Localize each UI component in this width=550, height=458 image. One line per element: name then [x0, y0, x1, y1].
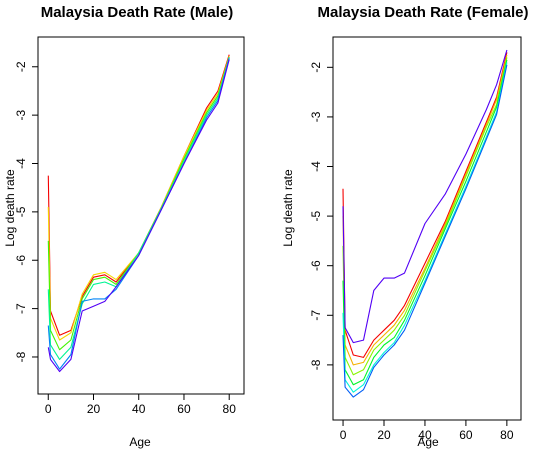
male-death-rate-panel: Malaysia Death Rate (Male) 0 20 40 60 80 -2 -3 -…	[3, 4, 245, 449]
y-tick-label: -7	[309, 310, 323, 321]
series-line	[47, 55, 230, 341]
chart-title: Malaysia Death Rate (Female)	[318, 4, 529, 21]
x-tick-label: 80	[500, 428, 514, 442]
x-tick-label: 60	[459, 428, 473, 442]
series-line	[342, 54, 508, 366]
y-tick-label: -6	[14, 255, 28, 266]
y-axis-label: Log death rate	[3, 169, 17, 247]
y-tick-label: -5	[309, 210, 323, 221]
x-tick-label: 80	[223, 402, 237, 416]
series-line	[342, 49, 508, 344]
x-tick-label: 20	[87, 402, 101, 416]
x-axis-label: Age	[417, 435, 439, 449]
series-line	[47, 59, 230, 373]
series-line	[47, 56, 230, 351]
y-tick-label: -8	[14, 351, 28, 362]
y-tick-label: -3	[14, 109, 28, 120]
female-death-rate-panel: Malaysia Death Rate (Female) 0 20 40 60 80 -2 -…	[281, 4, 528, 449]
x-tick-label: 60	[177, 402, 191, 416]
x-tick-label: 0	[45, 402, 52, 416]
x-tick-label: 0	[340, 428, 347, 442]
y-tick-label: -3	[309, 111, 323, 122]
series-line	[342, 52, 508, 358]
y-tick-label: -4	[14, 158, 28, 169]
plot-frame	[37, 36, 245, 395]
x-tick-label: 40	[418, 428, 432, 442]
y-axis-label: Log death rate	[281, 169, 295, 247]
y-tick-label: -5	[14, 206, 28, 217]
y-tick-label: -7	[14, 303, 28, 314]
series-line	[47, 56, 230, 360]
y-tick-label: -6	[309, 260, 323, 271]
x-axis-label: Age	[129, 435, 151, 449]
x-tick-label: 20	[377, 428, 391, 442]
x-tick-label: 40	[132, 402, 146, 416]
series-line	[342, 64, 508, 398]
y-tick-label: -2	[14, 61, 28, 72]
chart-title: Malaysia Death Rate (Male)	[41, 4, 234, 21]
series-line	[342, 57, 508, 376]
plot-frame	[332, 36, 522, 421]
y-tick-label: -4	[309, 161, 323, 172]
y-tick-label: -8	[309, 359, 323, 370]
series-line	[47, 54, 230, 336]
series-line	[342, 62, 508, 393]
series-line	[342, 59, 508, 386]
y-tick-label: -2	[309, 62, 323, 73]
